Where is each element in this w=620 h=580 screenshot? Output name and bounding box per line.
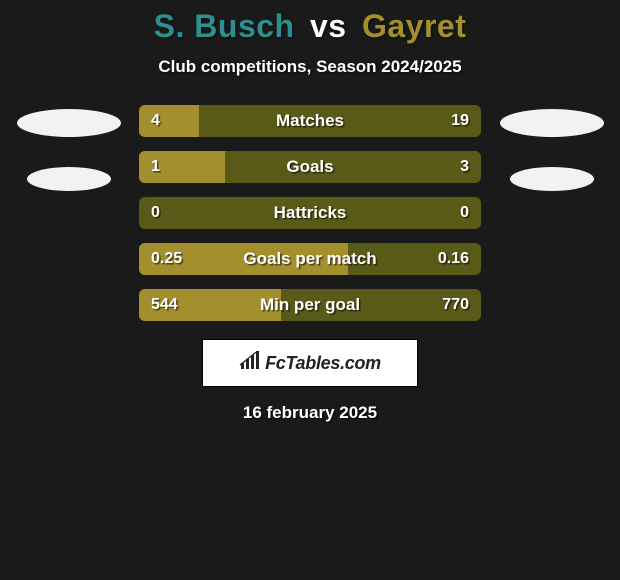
player2-markers [499, 105, 604, 191]
stat-value-left: 0.25 [151, 250, 182, 268]
ellipses-right-ellipse-0 [500, 109, 604, 137]
stat-label: Hattricks [139, 203, 481, 223]
stat-value-left: 0 [151, 204, 160, 222]
ellipses-left-ellipse-0 [17, 109, 121, 137]
stat-row-min-per-goal: 544Min per goal770 [139, 289, 481, 321]
stat-row-goals: 1Goals3 [139, 151, 481, 183]
bar-fill-left [139, 105, 199, 137]
subtitle: Club competitions, Season 2024/2025 [0, 57, 620, 77]
stat-row-matches: 4Matches19 [139, 105, 481, 137]
player2-name: Gayret [362, 8, 466, 44]
date-label: 16 february 2025 [0, 403, 620, 423]
stat-value-right: 0.16 [438, 250, 469, 268]
ellipses-left-ellipse-1 [27, 167, 111, 191]
vs-label: vs [310, 8, 347, 44]
comparison-infographic: S. Busch vs Gayret Club competitions, Se… [0, 0, 620, 423]
stat-row-hattricks: 0Hattricks0 [139, 197, 481, 229]
stat-value-right: 3 [460, 158, 469, 176]
stat-value-left: 1 [151, 158, 160, 176]
fctables-logo: FcTables.com [202, 339, 418, 387]
stat-row-goals-per-match: 0.25Goals per match0.16 [139, 243, 481, 275]
stat-value-left: 544 [151, 296, 178, 314]
page-title: S. Busch vs Gayret [0, 8, 620, 45]
player1-markers [16, 105, 121, 191]
stat-value-left: 4 [151, 112, 160, 130]
stat-value-right: 770 [442, 296, 469, 314]
logo-text: FcTables.com [265, 353, 381, 374]
bar-chart-icon [239, 351, 261, 376]
stat-value-right: 19 [451, 112, 469, 130]
player1-name: S. Busch [154, 8, 295, 44]
stat-bars: 4Matches19 1Goals3 0Hattricks0 0.25Goals pe… [139, 105, 481, 321]
stat-value-right: 0 [460, 204, 469, 222]
ellipses-right-ellipse-1 [510, 167, 594, 191]
comparison-area: 4Matches19 1Goals3 0Hattricks0 0.25Goals pe… [0, 105, 620, 321]
